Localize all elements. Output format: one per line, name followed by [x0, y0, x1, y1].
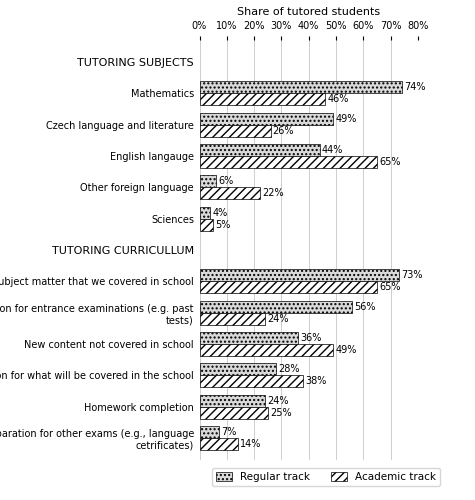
- Text: 74%: 74%: [404, 82, 425, 92]
- Bar: [200, 156, 377, 168]
- Text: 36%: 36%: [300, 333, 322, 343]
- Bar: [200, 270, 399, 281]
- Bar: [200, 82, 402, 94]
- Text: 14%: 14%: [240, 439, 261, 449]
- Text: 56%: 56%: [355, 302, 376, 312]
- Bar: [200, 188, 259, 199]
- Text: 73%: 73%: [401, 270, 423, 280]
- Text: 26%: 26%: [273, 126, 294, 136]
- Bar: [200, 406, 268, 418]
- X-axis label: Share of tutored students: Share of tutored students: [237, 8, 380, 18]
- Bar: [200, 364, 276, 376]
- Text: 6%: 6%: [218, 176, 233, 186]
- Bar: [200, 344, 333, 356]
- Text: 7%: 7%: [221, 427, 236, 437]
- Bar: [200, 426, 219, 438]
- Bar: [200, 438, 238, 450]
- Bar: [200, 206, 210, 218]
- Bar: [200, 176, 216, 188]
- Text: 46%: 46%: [327, 94, 349, 104]
- Bar: [200, 144, 320, 156]
- Text: 49%: 49%: [335, 345, 357, 355]
- Bar: [200, 218, 213, 230]
- Text: 49%: 49%: [335, 114, 357, 124]
- Text: 24%: 24%: [267, 396, 289, 406]
- Bar: [200, 282, 377, 294]
- Bar: [200, 395, 265, 406]
- Bar: [200, 301, 352, 312]
- Text: 65%: 65%: [379, 157, 401, 167]
- Bar: [200, 332, 298, 344]
- Bar: [200, 312, 265, 324]
- Text: 4%: 4%: [213, 208, 228, 218]
- Bar: [200, 376, 304, 388]
- Bar: [200, 94, 325, 105]
- Legend: Regular track, Academic track: Regular track, Academic track: [212, 468, 440, 486]
- Text: 38%: 38%: [305, 376, 327, 386]
- Bar: [200, 124, 271, 136]
- Text: 28%: 28%: [278, 364, 300, 374]
- Text: 25%: 25%: [270, 408, 292, 418]
- Text: 65%: 65%: [379, 282, 401, 292]
- Text: 22%: 22%: [262, 188, 284, 198]
- Text: 44%: 44%: [322, 145, 343, 155]
- Bar: [200, 112, 333, 124]
- Text: 24%: 24%: [267, 314, 289, 324]
- Text: 5%: 5%: [215, 220, 231, 230]
